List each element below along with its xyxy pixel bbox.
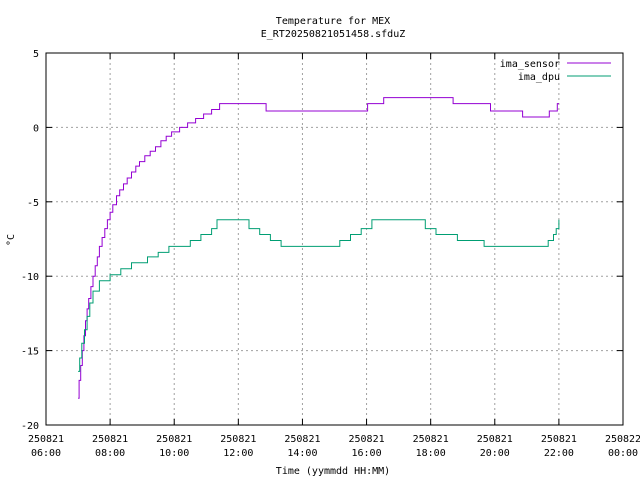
y-tick-label: -5 bbox=[27, 198, 39, 209]
series-lines bbox=[78, 97, 560, 399]
x-tick-label-time: 22:00 bbox=[544, 448, 574, 459]
legend: ima_sensor ima_dpu bbox=[500, 59, 611, 83]
x-tick-label-date: 250821 bbox=[348, 434, 384, 445]
x-tick-label-date: 250821 bbox=[541, 434, 577, 445]
y-tick-label: -10 bbox=[21, 272, 39, 283]
y-tick-label: 0 bbox=[33, 123, 39, 134]
plot-frame bbox=[45, 52, 624, 426]
y-axis-label: °C bbox=[6, 234, 17, 246]
x-tick-label-time: 08:00 bbox=[95, 448, 125, 459]
x-tick-label-date: 250821 bbox=[220, 434, 256, 445]
legend-label-ima-sensor: ima_sensor bbox=[500, 59, 560, 70]
x-tick-label-time: 12:00 bbox=[223, 448, 253, 459]
x-tick-label-date: 250821 bbox=[28, 434, 64, 445]
x-tick-label-time: 18:00 bbox=[416, 448, 446, 459]
x-axis-label: Time (yymmdd HH:MM) bbox=[276, 466, 390, 477]
grid bbox=[46, 53, 623, 425]
y-tick-label: -15 bbox=[21, 347, 39, 358]
x-tick-label-time: 00:00 bbox=[608, 448, 638, 459]
y-tick-label: -20 bbox=[21, 421, 39, 432]
x-tick-label-time: 16:00 bbox=[352, 448, 382, 459]
x-tick-label-time: 06:00 bbox=[31, 448, 61, 459]
axis-ticks: 250821 06:00 250821 08:00 250821 10:00 250821 1… bbox=[21, 49, 640, 459]
x-tick-label-date: 250821 bbox=[413, 434, 449, 445]
x-tick-label-date: 250821 bbox=[477, 434, 513, 445]
x-tick-label-time: 10:00 bbox=[159, 448, 189, 459]
x-tick-label-date: 250821 bbox=[92, 434, 128, 445]
x-tick-label-date: 250821 bbox=[284, 434, 320, 445]
y-tick-label: 5 bbox=[33, 49, 39, 60]
series-line-ima-dpu bbox=[78, 219, 560, 372]
x-tick-label-time: 20:00 bbox=[480, 448, 510, 459]
series-line-ima-sensor bbox=[78, 97, 559, 399]
chart-subtitle: E_RT20250821051458.sfduZ bbox=[261, 29, 406, 40]
chart-title: Temperature for MEX bbox=[276, 16, 390, 27]
x-tick-label-time: 14:00 bbox=[287, 448, 317, 459]
x-tick-label-date: 250822 bbox=[605, 434, 640, 445]
x-tick-label-date: 250821 bbox=[156, 434, 192, 445]
legend-label-ima-dpu: ima_dpu bbox=[518, 72, 560, 83]
